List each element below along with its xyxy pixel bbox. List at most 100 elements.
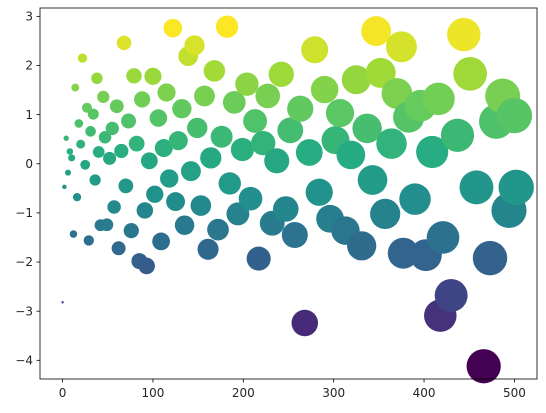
- y-tick-label: −1: [15, 206, 33, 220]
- x-tick-label: 100: [142, 386, 165, 400]
- scatter-point: [144, 67, 162, 85]
- x-tick-label: 300: [322, 386, 345, 400]
- x-tick-label: 400: [413, 386, 436, 400]
- scatter-point: [230, 137, 255, 162]
- scatter-point: [172, 99, 192, 119]
- scatter-point: [140, 152, 158, 170]
- scatter-point: [295, 139, 323, 166]
- scatter-point: [459, 170, 494, 205]
- scatter-point: [218, 172, 241, 195]
- scatter-point: [107, 200, 121, 214]
- scatter-point: [66, 148, 74, 155]
- scatter-point: [281, 222, 308, 249]
- scatter-point: [152, 232, 170, 251]
- scatter-point: [97, 90, 110, 104]
- scatter-point: [123, 222, 139, 239]
- scatter-point: [287, 95, 314, 122]
- scatter-point: [157, 83, 176, 102]
- scatter-point: [68, 154, 76, 162]
- x-tick-label: 200: [232, 386, 255, 400]
- x-tick-label: 0: [59, 386, 67, 400]
- scatter-point: [215, 15, 239, 38]
- scatter-point: [453, 57, 487, 91]
- scatter-point: [416, 135, 449, 169]
- scatter-point: [310, 75, 339, 104]
- scatter-point: [399, 183, 431, 215]
- scatter-point: [336, 140, 366, 170]
- scatter-point: [76, 139, 86, 149]
- scatter-point: [128, 135, 145, 152]
- scatter-point: [63, 135, 69, 141]
- axes-layer: 0 100 200 300 400 500 −4 −3 −2 −1 0 1 2 3: [15, 7, 538, 400]
- scatter-point: [496, 97, 533, 134]
- scatter-point: [243, 109, 268, 133]
- points-layer: [61, 15, 534, 384]
- scatter-point: [200, 147, 222, 169]
- scatter-point: [72, 193, 82, 202]
- scatter-point: [434, 278, 468, 312]
- y-tick-label: 2: [25, 59, 33, 73]
- scatter-point: [111, 241, 126, 256]
- scatter-point: [238, 186, 263, 211]
- scatter-point: [365, 57, 396, 88]
- y-tick-label: 0: [25, 157, 33, 171]
- scatter-point: [163, 18, 183, 38]
- scatter-point: [74, 119, 84, 128]
- scatter-point: [138, 257, 155, 275]
- scatter-point: [268, 61, 294, 87]
- scatter-point: [498, 169, 534, 206]
- scatter-point: [91, 72, 103, 85]
- scatter-point: [352, 113, 382, 144]
- scatter-point: [83, 235, 94, 246]
- y-tick-label: −4: [15, 354, 33, 368]
- x-tick-label: 500: [503, 386, 526, 400]
- scatter-point: [98, 130, 112, 144]
- scatter-point: [190, 195, 212, 216]
- scatter-point: [77, 53, 88, 63]
- scatter-point: [255, 83, 281, 109]
- scatter-point: [160, 169, 179, 188]
- scatter-point: [277, 117, 304, 144]
- scatter-point: [246, 246, 271, 271]
- scatter-point: [168, 131, 188, 151]
- scatter-point: [422, 82, 455, 116]
- scatter-point: [203, 60, 226, 82]
- y-tick-label: 3: [25, 10, 33, 24]
- scatter-point: [194, 85, 215, 107]
- scatter-point: [136, 202, 154, 219]
- scatter-point: [197, 238, 219, 260]
- scatter-point: [325, 99, 355, 128]
- scatter-point: [347, 231, 377, 261]
- scatter-point: [105, 121, 119, 136]
- scatter-point: [61, 301, 64, 304]
- scatter-point: [121, 113, 137, 129]
- scatter-point: [447, 17, 481, 52]
- scatter-point: [291, 309, 319, 337]
- scatter-point: [118, 178, 134, 194]
- scatter-point: [69, 230, 78, 238]
- scatter-point: [472, 240, 508, 276]
- scatter-point: [301, 36, 329, 64]
- scatter-point: [65, 169, 72, 176]
- scatter-point: [146, 185, 164, 203]
- y-tick-label: 1: [25, 108, 33, 122]
- scatter-point: [440, 118, 475, 152]
- scatter-point: [273, 196, 299, 222]
- scatter-point: [103, 151, 117, 165]
- scatter-point: [154, 139, 173, 158]
- scatter-point: [109, 99, 124, 114]
- scatter-point: [180, 161, 201, 182]
- scatter-point: [166, 192, 185, 212]
- scatter-point: [251, 130, 276, 156]
- scatter-point: [385, 31, 417, 63]
- scatter-point: [210, 125, 233, 148]
- scatter-point: [381, 78, 413, 109]
- scatter-point: [184, 35, 205, 56]
- scatter-point: [126, 68, 142, 84]
- scatter-point: [87, 108, 99, 120]
- scatter-point: [187, 117, 208, 139]
- scatter-point: [305, 178, 333, 206]
- scatter-point: [89, 174, 101, 186]
